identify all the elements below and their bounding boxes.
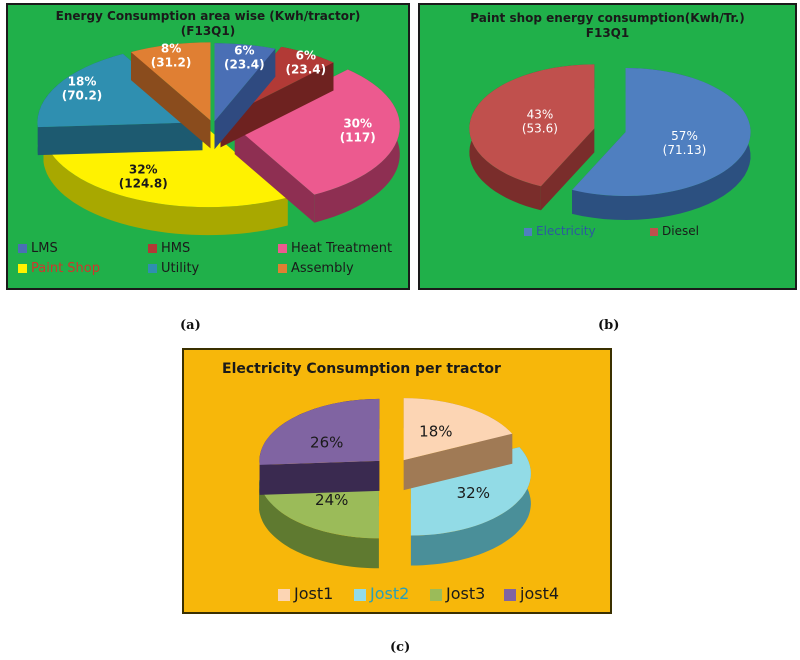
chart-panel-a: Energy Consumption area wise (Kwh/tracto… — [6, 3, 410, 290]
legend-swatch — [504, 588, 516, 601]
chart-b-legend-diesel: Diesel — [650, 224, 699, 238]
legend-swatch — [524, 227, 532, 236]
chart-b-subtitle: F13Q1 — [585, 26, 630, 40]
chart-a-legend-hms: HMS — [148, 241, 190, 256]
chart-panel-b: Paint shop energy consumption(Kwh/Tr.) F… — [418, 3, 797, 290]
chart-a-label-utility: 18% — [68, 75, 97, 89]
chart-c-label-jost3: 24% — [315, 491, 348, 509]
chart-a-legend-heat-treatment: Heat Treatment — [278, 241, 392, 256]
chart-panel-c: Electricity Consumption per tractor 18% 3… — [182, 348, 612, 614]
chart-b-slice-electricity — [572, 68, 751, 220]
chart-a-value-lms: (23.4) — [224, 57, 265, 71]
chart-b-pie: 57%(71.13) 43%(53.6) — [469, 64, 751, 220]
chart-c-label-jost1: 18% — [419, 423, 452, 441]
legend-swatch — [354, 588, 366, 601]
chart-a-legend-lms: LMS — [18, 241, 58, 256]
chart-b-value-electricity: (71.13) — [663, 143, 707, 157]
panel-label-a: (a) — [180, 318, 201, 333]
chart-a-value-heat-treatment: (117) — [340, 131, 376, 145]
chart-b-slice-diesel — [469, 64, 595, 211]
chart-c-label-jost2: 32% — [457, 484, 490, 502]
chart-a-value-paint-shop: (124.8) — [119, 177, 168, 191]
chart-c-slice-jost4 — [259, 398, 380, 495]
chart-a-legend-assembly: Assembly — [278, 261, 354, 276]
chart-c-legend-jost4: jost4 — [504, 584, 559, 603]
chart-c-pie: 18% 32% 24% 26% — [259, 398, 531, 569]
chart-a-pie: 6%(23.4)6%(23.4)30%(117)32%(124.8)18%(70… — [37, 41, 400, 236]
chart-c-label-jost4: 26% — [310, 433, 343, 451]
chart-c-title: Electricity Consumption per tractor — [222, 361, 501, 377]
chart-a-slice-utility — [37, 53, 203, 156]
chart-c-legend-jost2: Jost2 — [354, 584, 409, 603]
legend-swatch — [18, 264, 27, 273]
legend-swatch — [430, 588, 442, 601]
chart-c-legend-jost3: Jost3 — [430, 584, 485, 603]
legend-swatch — [650, 227, 658, 236]
chart-c-slice-jost1 — [403, 398, 513, 491]
panel-label-b: (b) — [598, 318, 620, 333]
legend-swatch — [148, 244, 157, 253]
chart-a-slice-assembly — [131, 42, 211, 149]
legend-swatch — [278, 588, 290, 601]
chart-a-label-hms: 6% — [296, 48, 316, 62]
chart-a-legend-paint-shop: Paint Shop — [18, 261, 100, 276]
chart-a-label-lms: 6% — [234, 43, 254, 57]
chart-a-subtitle: (F13Q1) — [180, 24, 236, 38]
legend-swatch — [278, 244, 287, 253]
chart-b-title: Paint shop energy consumption(Kwh/Tr.) — [470, 11, 745, 25]
chart-a-label-paint-shop: 32% — [129, 163, 158, 177]
chart-b-label-diesel: 43% — [527, 107, 554, 121]
chart-a-value-hms: (23.4) — [286, 62, 327, 76]
chart-c-legend-jost1: Jost1 — [278, 584, 333, 603]
chart-a-label-assembly: 8% — [161, 41, 181, 55]
chart-a-title: Energy Consumption area wise (Kwh/tracto… — [55, 9, 361, 23]
chart-a-label-heat-treatment: 30% — [343, 117, 372, 131]
chart-a-legend-utility: Utility — [148, 261, 199, 276]
chart-b-legend-electricity: Electricity — [524, 224, 596, 238]
chart-b-label-electricity: 57% — [671, 129, 698, 143]
legend-swatch — [148, 264, 157, 273]
chart-b-value-diesel: (53.6) — [522, 121, 558, 135]
chart-a-slice-lms — [214, 43, 276, 150]
legend-swatch — [278, 264, 287, 273]
chart-a-value-utility: (70.2) — [62, 89, 103, 103]
legend-swatch — [18, 244, 27, 253]
panel-label-c: (c) — [390, 640, 411, 655]
chart-a-value-assembly: (31.2) — [151, 55, 192, 69]
